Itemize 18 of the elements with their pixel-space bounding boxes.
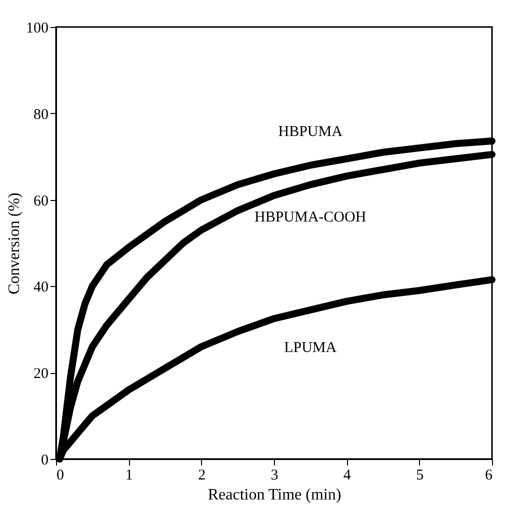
x-tick-label: 6	[485, 468, 493, 484]
x-tick-label: 5	[416, 468, 424, 484]
y-tick-label: 40	[34, 280, 48, 296]
series-label: HBPUMA	[278, 124, 343, 140]
y-tick-label: 60	[34, 193, 48, 210]
y-tick-label: 100	[26, 20, 48, 36]
y-axis-title: Conversion (%)	[6, 192, 23, 294]
x-tick-label: 2	[198, 468, 206, 484]
x-tick-label: 3	[270, 468, 278, 484]
y-tick-label: 80	[34, 106, 48, 123]
y-tick-label: 20	[34, 366, 48, 382]
x-axis-title: Reaction Time (min)	[208, 486, 342, 504]
x-tick-label: 1	[125, 468, 133, 484]
series-label: HBPUMA-COOH	[254, 210, 366, 226]
y-tick-label: 0	[41, 452, 48, 468]
series-label: LPUMA	[284, 340, 337, 356]
x-tick-label: 4	[343, 468, 352, 484]
x-tick-label: 0	[56, 468, 64, 484]
